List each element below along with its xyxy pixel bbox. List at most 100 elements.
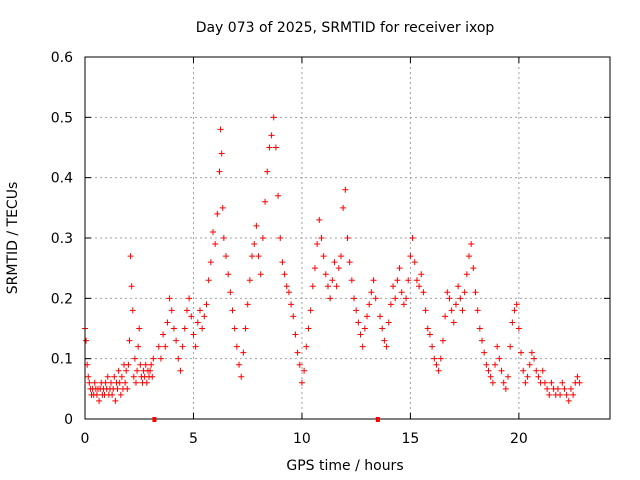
data-point <box>136 325 143 332</box>
data-point <box>565 397 572 404</box>
data-point <box>303 343 310 350</box>
data-point <box>544 385 551 392</box>
data-point <box>175 355 182 362</box>
data-point <box>500 379 507 386</box>
data-point <box>364 313 371 320</box>
data-point <box>279 259 286 266</box>
data-point <box>411 259 418 266</box>
data-point <box>233 343 240 350</box>
data-point <box>429 343 436 350</box>
data-point <box>559 379 566 386</box>
data-point <box>494 343 501 350</box>
data-point <box>83 337 90 344</box>
data-point <box>183 307 190 314</box>
data-point <box>264 168 271 175</box>
data-point <box>177 367 184 374</box>
data-point <box>561 385 568 392</box>
data-point <box>533 367 540 374</box>
data-point <box>452 301 459 308</box>
data-point <box>557 391 564 398</box>
data-point <box>359 343 366 350</box>
data-point <box>96 397 103 404</box>
data-point <box>474 307 481 314</box>
data-point <box>170 325 177 332</box>
data-point <box>335 265 342 272</box>
data-point <box>318 235 325 241</box>
data-point <box>236 361 243 368</box>
data-point <box>179 343 186 350</box>
data-point <box>262 198 269 205</box>
data-point <box>385 319 392 326</box>
data-point <box>148 361 155 368</box>
data-point <box>168 307 175 314</box>
y-tick-label: 0.1 <box>51 352 73 368</box>
data-point <box>483 361 490 368</box>
data-point <box>403 295 410 302</box>
data-point <box>194 319 201 326</box>
data-point <box>541 379 548 386</box>
data-point <box>392 295 399 302</box>
data-point <box>337 253 344 260</box>
x-tick-label: 5 <box>189 431 198 447</box>
data-point <box>498 367 505 374</box>
data-point <box>272 144 279 151</box>
data-point <box>324 283 331 290</box>
data-point <box>489 379 496 386</box>
data-point <box>285 289 292 296</box>
data-point <box>86 379 93 386</box>
data-point <box>102 379 109 386</box>
data-point <box>563 391 570 398</box>
data-point <box>370 277 377 284</box>
data-point <box>294 349 301 356</box>
data-point <box>307 307 314 314</box>
data-point <box>465 253 472 260</box>
data-point <box>205 277 212 284</box>
data-point <box>166 295 173 302</box>
data-point <box>301 367 308 374</box>
data-point <box>574 373 581 380</box>
data-point <box>379 325 386 332</box>
data-point <box>344 235 351 241</box>
data-point <box>377 313 384 320</box>
data-point <box>124 385 131 392</box>
data-point <box>173 337 180 344</box>
data-point <box>220 235 227 241</box>
data-point <box>218 150 225 157</box>
y-tick-label: 0.2 <box>51 291 73 307</box>
data-point <box>316 216 323 223</box>
data-point <box>116 379 123 386</box>
data-point <box>123 367 130 374</box>
data-point <box>554 385 561 392</box>
data-point <box>366 301 373 308</box>
data-point <box>217 126 224 133</box>
data-point <box>422 307 429 314</box>
gap-marker <box>375 417 380 422</box>
data-point <box>420 289 427 296</box>
data-point <box>292 331 299 338</box>
data-point <box>472 289 479 296</box>
data-point <box>322 271 329 278</box>
data-point <box>426 331 433 338</box>
data-point <box>160 331 167 338</box>
gap-markers <box>152 417 380 422</box>
data-point <box>439 337 446 344</box>
data-point <box>487 373 494 380</box>
data-point <box>396 265 403 272</box>
data-point <box>461 289 468 296</box>
data-point <box>309 283 316 290</box>
data-point <box>142 361 149 368</box>
data-point <box>455 283 462 290</box>
data-point <box>463 271 470 278</box>
y-tick-label: 0.3 <box>51 231 73 247</box>
data-point <box>143 379 150 386</box>
data-point <box>296 361 303 368</box>
data-point <box>351 295 358 302</box>
data-point <box>546 391 553 398</box>
data-point <box>390 283 397 290</box>
data-point <box>448 307 455 314</box>
data-point <box>128 283 135 290</box>
data-point <box>459 307 466 314</box>
data-point <box>219 204 226 211</box>
data-point <box>513 301 520 308</box>
data-point <box>437 355 444 362</box>
